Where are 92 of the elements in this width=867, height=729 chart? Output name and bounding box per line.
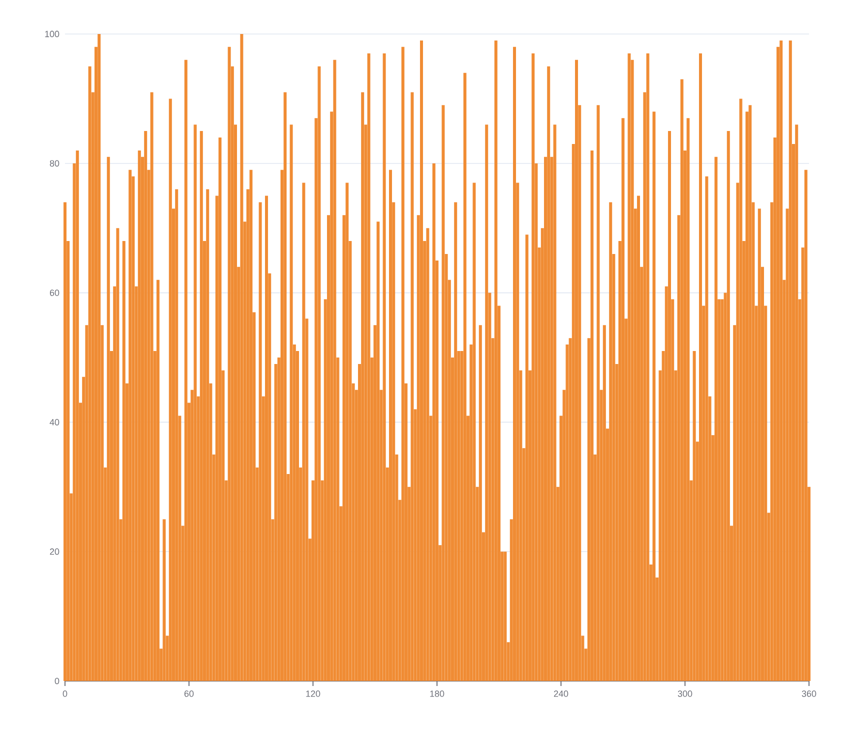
bar [218, 138, 222, 681]
bar [532, 53, 535, 681]
bar [788, 40, 792, 681]
bar [401, 46, 404, 681]
bar [88, 66, 92, 681]
bar [602, 325, 606, 681]
x-tick-label: 360 [802, 690, 816, 697]
bar [98, 34, 101, 681]
x-tick-label: 120 [306, 690, 320, 697]
bar [361, 92, 364, 681]
y-tick-label: 80 [50, 160, 60, 167]
bar [553, 124, 556, 681]
bar [333, 60, 336, 681]
bar [426, 228, 430, 681]
bar [547, 66, 550, 681]
bar [194, 124, 197, 681]
bar [200, 131, 203, 681]
bar [472, 182, 476, 681]
bar [258, 202, 262, 681]
bar [692, 351, 696, 681]
bar [748, 105, 752, 681]
bar [284, 92, 287, 681]
bar [485, 124, 488, 681]
bar [168, 98, 172, 681]
bar [668, 131, 672, 681]
bar [609, 202, 612, 681]
bar [156, 280, 160, 681]
bar [513, 46, 516, 681]
bar [290, 124, 293, 681]
bar [122, 241, 126, 681]
bar [525, 234, 528, 681]
y-tick-label: 0 [54, 678, 60, 684]
bar [478, 325, 482, 681]
bar [494, 40, 498, 681]
bar [652, 112, 656, 681]
bar [116, 228, 120, 681]
bar [726, 131, 730, 681]
bar [758, 208, 761, 681]
bar [680, 79, 684, 681]
bar [265, 196, 268, 681]
x-tick-label: 180 [430, 690, 444, 697]
x-tick-label: 60 [184, 690, 194, 697]
bar [106, 156, 110, 681]
bar [128, 170, 132, 681]
bar [376, 222, 380, 681]
bar [367, 53, 370, 681]
bar [780, 40, 783, 681]
bar [144, 131, 148, 681]
bar [622, 118, 625, 681]
bar [150, 92, 154, 681]
bar [76, 150, 79, 681]
bar [795, 124, 798, 681]
bar [175, 189, 178, 681]
bar [228, 46, 231, 681]
bar [346, 182, 349, 681]
bar [410, 92, 414, 681]
y-tick-label: 100 [45, 30, 60, 38]
bar [318, 66, 321, 681]
bar [206, 189, 210, 681]
bar [250, 170, 252, 681]
bar [590, 150, 594, 681]
bar [64, 202, 66, 681]
bar [302, 182, 306, 681]
y-tick-label: 40 [50, 419, 60, 426]
x-tick-label: 0 [62, 690, 68, 697]
bar [628, 53, 631, 681]
y-tick-label: 20 [50, 548, 60, 555]
x-tick-label: 240 [554, 690, 568, 697]
bar [442, 105, 445, 681]
bar [739, 98, 742, 681]
bar [240, 34, 244, 681]
bar [138, 150, 141, 681]
bar [705, 176, 708, 681]
bar [714, 156, 718, 681]
bar [699, 53, 702, 681]
bar [420, 40, 424, 681]
bar [575, 60, 578, 681]
bar [637, 196, 640, 681]
bar [432, 163, 436, 681]
x-tick-label: 300 [678, 690, 692, 697]
bar [463, 72, 466, 681]
bar [389, 170, 392, 681]
bar [382, 53, 386, 681]
bar [162, 519, 166, 681]
bar [454, 202, 458, 681]
bar [646, 53, 650, 681]
bar [184, 60, 188, 681]
bar [804, 170, 808, 681]
bar [504, 552, 507, 681]
bar [596, 105, 600, 681]
bar [686, 118, 690, 681]
y-tick-label: 60 [50, 290, 60, 296]
